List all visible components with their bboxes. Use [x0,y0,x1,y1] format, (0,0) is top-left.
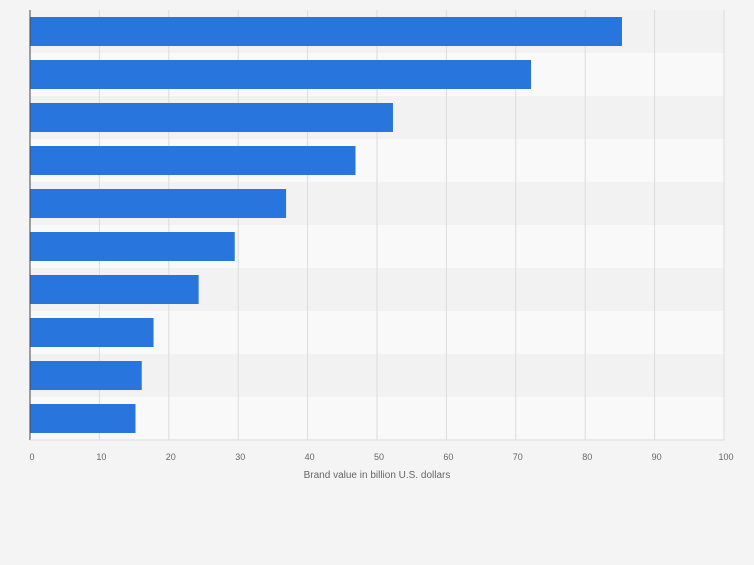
bar [30,103,393,132]
x-tick-label: 90 [652,452,662,462]
x-tick-label: 100 [718,452,733,462]
bar [30,275,199,304]
x-tick-label: 50 [374,452,384,462]
bar [30,318,154,347]
bar [30,361,142,390]
bar [30,60,532,89]
x-tick-label: 0 [29,452,34,462]
bar [30,17,622,46]
bar [30,404,136,433]
bars [30,17,622,433]
bar [30,146,356,175]
x-tick-label: 20 [166,452,176,462]
bar [30,189,287,218]
axes [29,10,724,441]
x-tick-label: 30 [235,452,245,462]
x-tick-label: 70 [513,452,523,462]
x-axis-label: Brand value in billion U.S. dollars [304,470,451,481]
x-tick-label: 60 [443,452,453,462]
x-tick-label: 10 [96,452,106,462]
x-tick-label: 80 [582,452,592,462]
bar [30,232,235,261]
x-tick-label: 40 [305,452,315,462]
x-tick-labels: 0 10 20 30 40 50 60 70 80 90 100 [29,452,733,462]
